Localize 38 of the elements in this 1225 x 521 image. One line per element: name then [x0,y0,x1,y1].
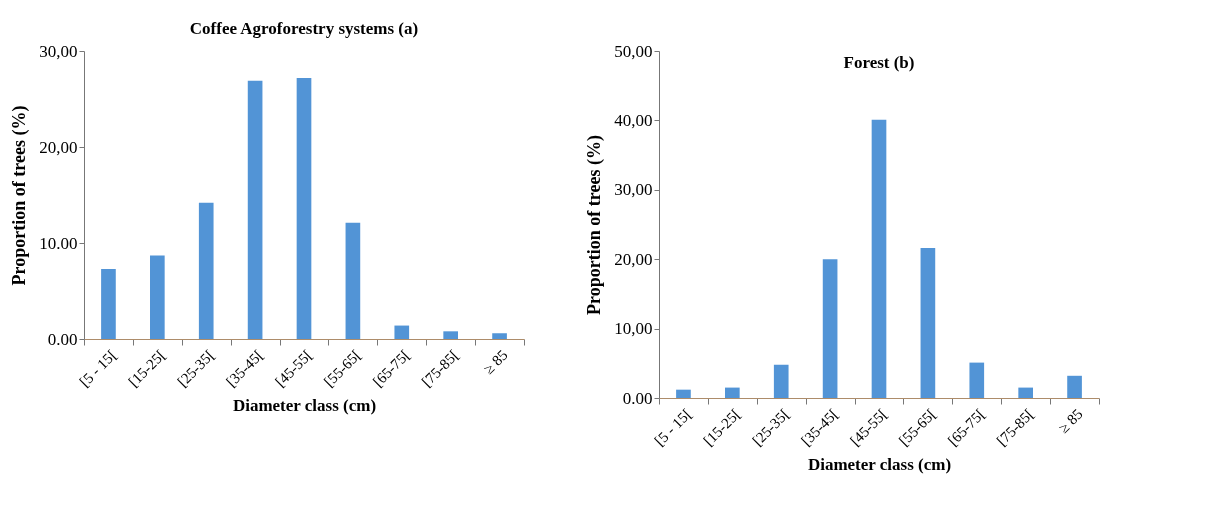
chart-title: Coffee Agroforestry systems (a) [189,19,419,38]
x-axis-title: Diameter class (cm) [807,454,952,474]
bar [394,325,410,339]
bar [725,387,740,398]
y-tick-label: 20,00 [614,249,653,269]
y-axis-title: Proportion of trees (%) [9,105,31,286]
bar [1067,375,1082,398]
x-tick-label: ≥ 85 [480,346,511,378]
bar [101,268,116,339]
bar [871,119,887,398]
bar [822,259,838,398]
y-tick-label: 30,00 [614,180,653,200]
bar [773,364,789,398]
chart-title: Forest (b) [843,53,915,72]
y-tick-label: 30,00 [39,41,78,61]
y-tick-label: 0.00 [47,329,78,349]
bar [492,333,507,339]
y-axis-title: Proportion of trees (%) [584,135,606,315]
bar [150,255,165,339]
x-tick-label: [5 - 15[ [651,405,695,449]
y-tick-label: 50,00 [614,41,653,61]
bar [247,80,263,339]
bar [345,222,361,339]
bar [920,248,936,398]
bar [969,362,985,398]
y-tick-label: 40,00 [614,110,653,130]
bar [443,331,458,339]
y-tick-label: 20,00 [39,137,78,157]
x-tick-label: ≥ 85 [1055,405,1086,437]
y-tick-label: 10.00 [39,233,78,253]
bar [296,77,312,339]
x-axis-title: Diameter class (cm) [232,395,377,415]
x-tick-label: [5 - 15[ [76,346,120,390]
bar [676,389,691,398]
y-tick-label: 10,00 [614,319,653,339]
bar [1018,387,1033,398]
y-tick-label: 0.00 [622,388,653,408]
bar [198,202,214,339]
